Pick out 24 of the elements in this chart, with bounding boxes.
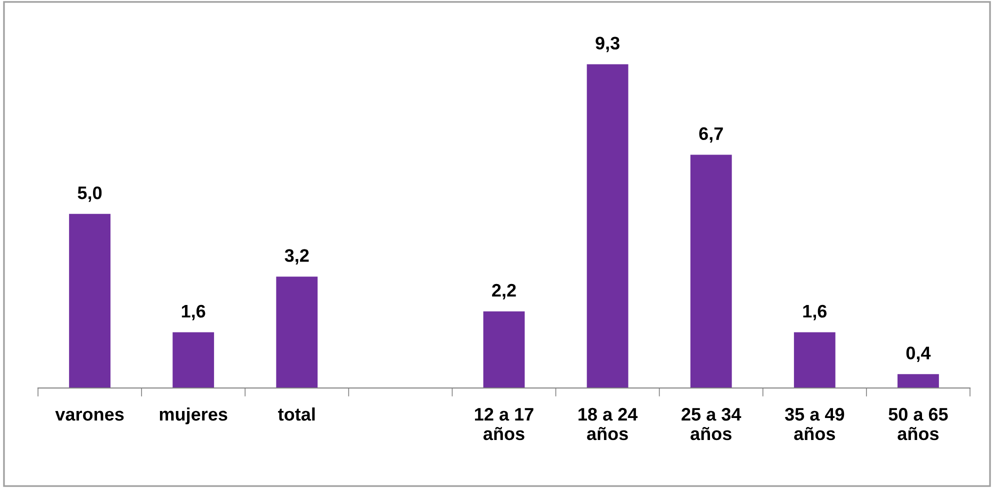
bar: [898, 374, 939, 388]
bar: [276, 276, 318, 388]
bar: [586, 64, 628, 388]
x-tick-label: 25 a 34 años: [682, 408, 742, 440]
x-tick-label: varones: [55, 410, 124, 421]
bar: [69, 214, 110, 388]
data-label: 1,6: [182, 304, 206, 320]
data-label: 2,2: [492, 284, 516, 300]
data-label: 3,2: [284, 249, 309, 265]
bar: [794, 332, 836, 388]
data-label: 6,7: [699, 127, 723, 143]
x-tick-label: mujeres: [160, 407, 228, 424]
bar: [690, 154, 732, 388]
bar: [483, 311, 525, 388]
x-tick-label: 50 a 65 años: [888, 408, 948, 440]
data-label: 0,4: [906, 346, 931, 362]
x-tick-label: total: [278, 407, 315, 421]
x-tick-label: 12 a 17 años: [475, 408, 534, 440]
data-label: 1,6: [803, 304, 827, 320]
x-tick-label: 18 a 24 años: [578, 408, 638, 440]
data-label: 9,3: [596, 36, 620, 52]
bar: [172, 332, 214, 388]
x-tick-label: 35 a 49 años: [784, 408, 844, 440]
data-label: 5,0: [78, 186, 102, 202]
